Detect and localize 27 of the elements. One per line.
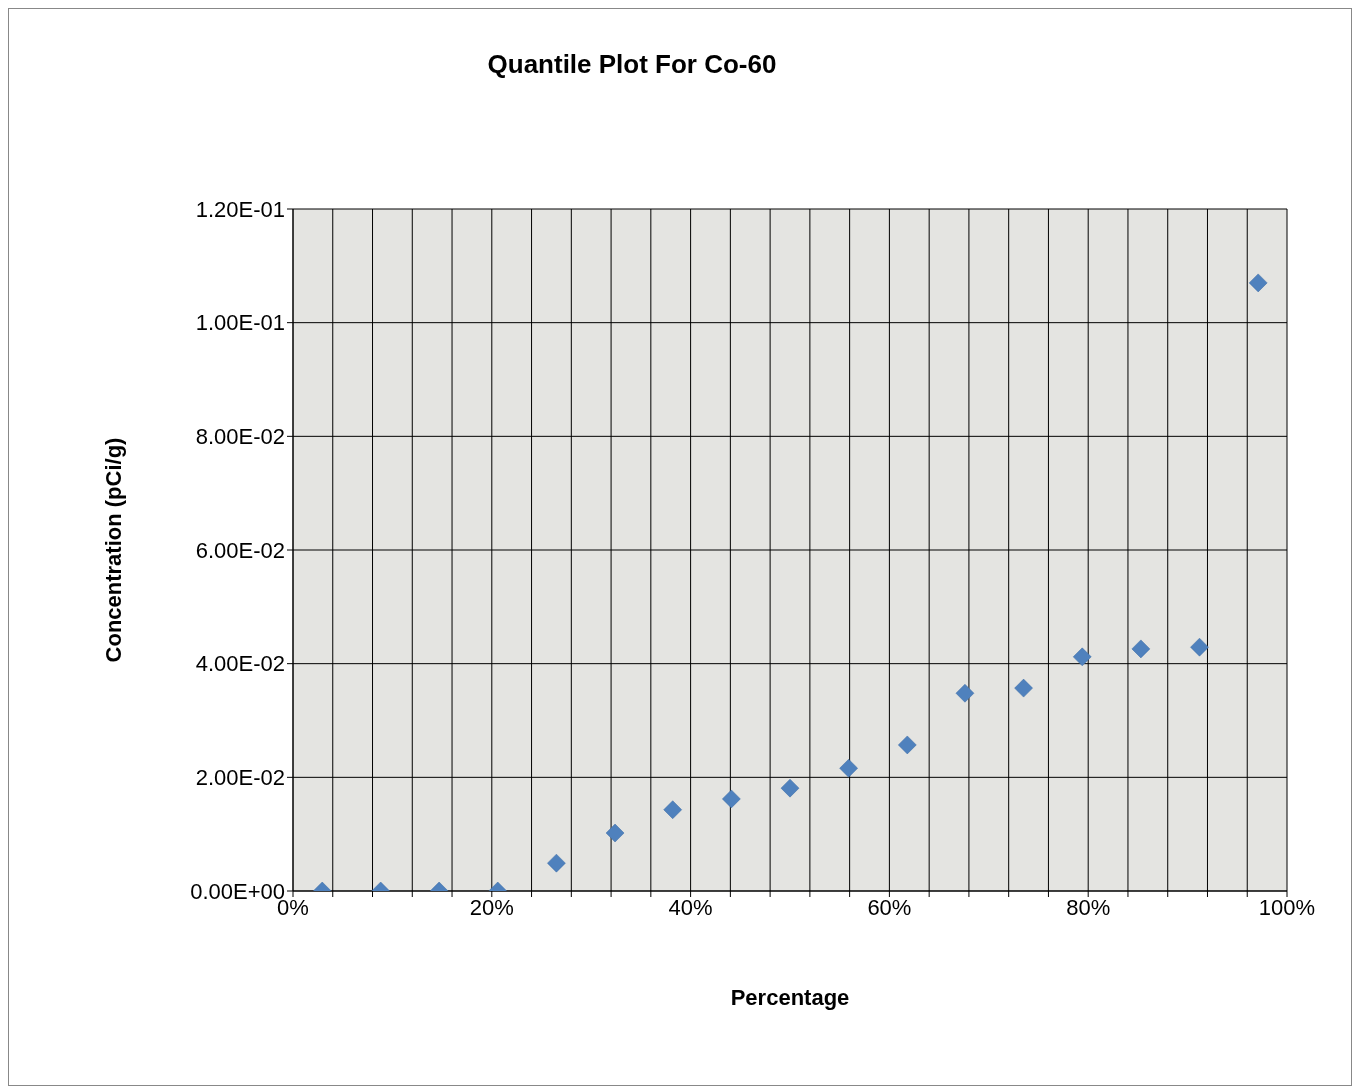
point — [1248, 273, 1268, 293]
y-tick-label: 1.20E-01 — [195, 196, 285, 222]
point — [780, 778, 800, 798]
point — [605, 823, 625, 843]
y-axis-title: Concentration (pCi/g) — [100, 437, 126, 663]
x-tick-label: 40% — [668, 894, 713, 920]
point — [1072, 647, 1092, 667]
y-tick-label: 8.00E-02 — [195, 424, 285, 450]
point — [1131, 639, 1151, 659]
y-tick-label: 6.00E-02 — [195, 537, 285, 563]
y-tick-label: 1.00E-01 — [195, 310, 285, 336]
point — [1014, 678, 1033, 698]
point — [663, 800, 682, 819]
x-tick-label: 100% — [1258, 894, 1316, 920]
chart-title: Quantile Plot For Co-60 — [486, 49, 778, 80]
point — [898, 735, 917, 755]
x-tick-label: 60% — [867, 894, 912, 920]
y-tick-label: 2.00E-02 — [195, 765, 285, 791]
point — [1190, 637, 1209, 657]
x-axis-title: Percentage — [730, 985, 850, 1010]
point — [839, 758, 858, 778]
x-tick-label: 20% — [469, 894, 514, 920]
point — [955, 683, 975, 703]
point — [722, 789, 741, 809]
point — [547, 853, 566, 873]
x-tick-label: 80% — [1066, 894, 1111, 920]
y-tick-label: 4.00E-02 — [195, 651, 285, 677]
